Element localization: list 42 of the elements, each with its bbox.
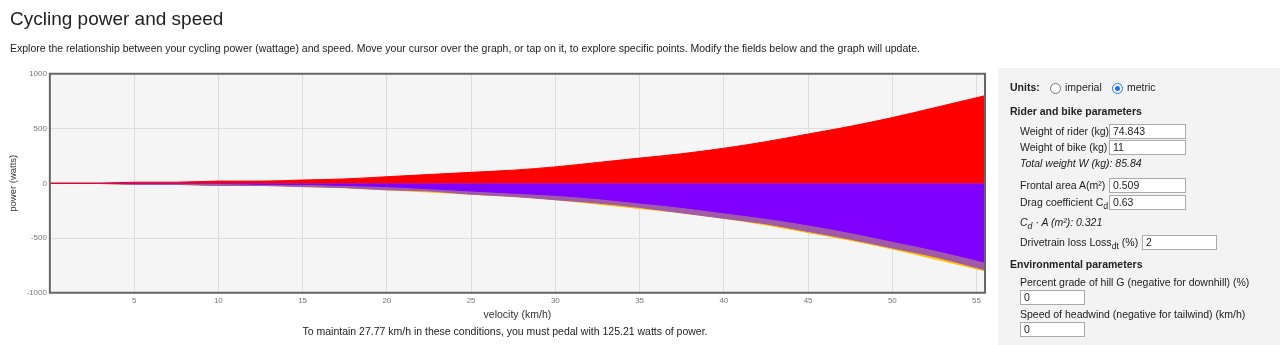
chart-title: Cycling power and speed xyxy=(10,8,224,30)
x-tick-label: 30 xyxy=(550,295,561,305)
text: Drag coefficient C$_{d}$ xyxy=(1020,196,1109,212)
text: 0 xyxy=(1020,290,1085,305)
text: Weight of rider (kg) xyxy=(1020,125,1110,137)
y-tick-label: 0 xyxy=(42,178,48,188)
text: To maintain 27.77 km/h in these conditions, you must pedal with 125.21 watts of power. xyxy=(301,325,709,337)
x-tick-label: 15 xyxy=(298,295,308,305)
x-tick-label: 50 xyxy=(887,295,898,305)
text: C$_{d}$ · A (m²): 0.321 xyxy=(1020,216,1103,232)
x-tick-label: 45 xyxy=(803,295,814,305)
x-tick-label: 10 xyxy=(213,295,224,305)
y-axis-title: power (watts) xyxy=(7,154,19,212)
text: Units: xyxy=(1010,81,1040,93)
x-tick-label: 5 xyxy=(131,295,137,305)
text: Weight of bike (kg) xyxy=(1020,141,1108,153)
text: Drivetrain loss Loss$_{dt}$ (%) xyxy=(1020,236,1139,252)
text: Percent grade of hill G (negative for downhill) (%) xyxy=(1020,276,1250,288)
text: Speed of headwind (negative for tailwind) (km/h) xyxy=(1020,308,1246,320)
x-tick-label: 40 xyxy=(719,295,729,305)
chart-subtitle: Explore the relationship between your cycling power (wattage) and speed. Move your cursor over the graph, or tap on it, to explore specific points. Modify the fields below and the graph will update. xyxy=(10,42,920,54)
x-tick-label: 35 xyxy=(635,295,645,305)
text: 2 xyxy=(1142,235,1217,250)
text: 74.843 xyxy=(1109,124,1186,139)
x-tick-label: 55 xyxy=(972,295,982,305)
x-axis-title: velocity (km/h) xyxy=(483,307,552,320)
text: imperial xyxy=(1065,81,1102,93)
text: metric xyxy=(1127,81,1156,93)
x-tick-label: 20 xyxy=(382,295,392,305)
text: Total weight W (kg): 85.84 xyxy=(1020,157,1142,169)
y-tick-label: -1000 xyxy=(26,288,48,297)
text: 0.509 xyxy=(1109,178,1186,193)
y-tick-label: 500 xyxy=(33,123,48,133)
x-tick-label: 25 xyxy=(466,295,477,305)
text: Environmental parameters xyxy=(1010,258,1143,270)
text: 11 xyxy=(1109,140,1186,155)
text: Rider and bike parameters xyxy=(1010,105,1142,117)
text: 0.63 xyxy=(1109,195,1186,210)
y-tick-label: -500 xyxy=(30,233,48,243)
y-tick-label: 1000 xyxy=(29,69,48,78)
text: Frontal area A(m²) xyxy=(1020,179,1106,191)
text: 0 xyxy=(1020,322,1085,337)
